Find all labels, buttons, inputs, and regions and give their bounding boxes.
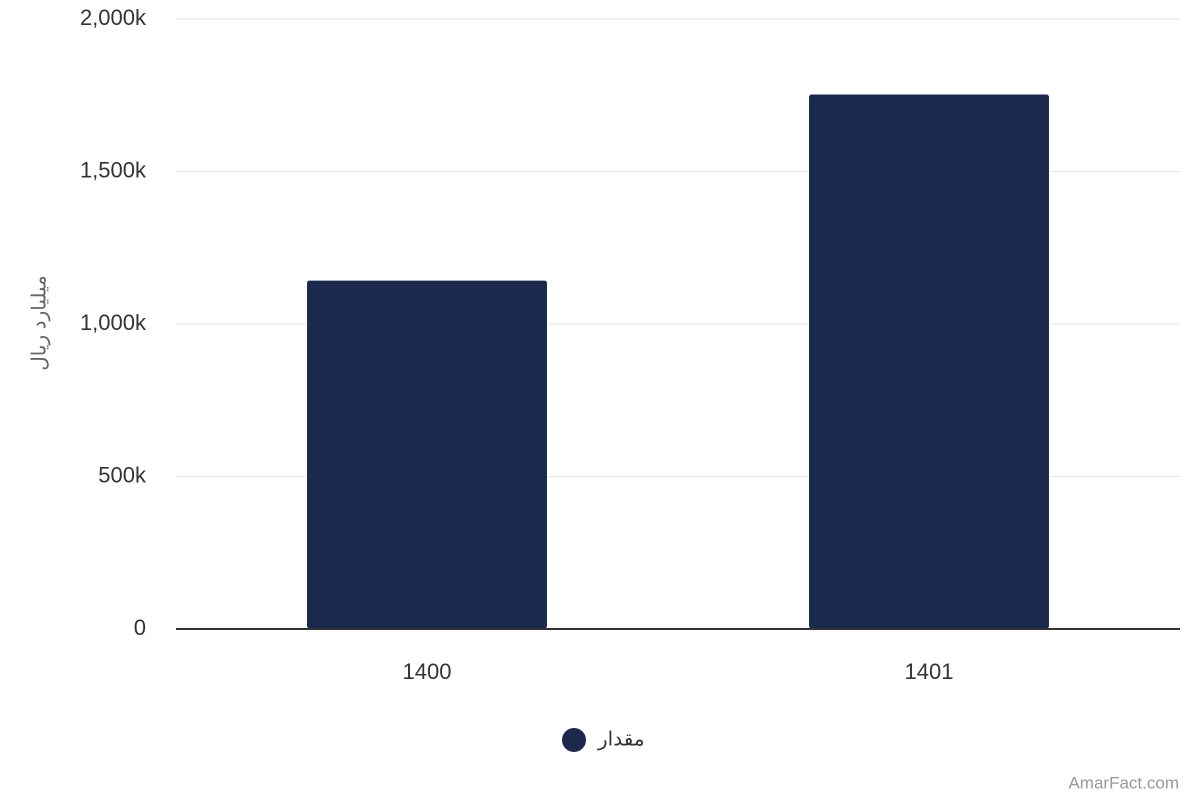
y-axis-label: میلیارد ریال <box>28 275 50 370</box>
legend-label[interactable]: مقدار <box>597 728 645 750</box>
y-tick-label: 1,500k <box>80 157 147 182</box>
y-tick-label: 2,000k <box>80 5 147 30</box>
legend-marker <box>562 728 586 752</box>
credit: AmarFact.com <box>1068 773 1179 792</box>
bar <box>808 93 1050 630</box>
bar <box>306 279 548 630</box>
x-tick-label: 1400 <box>403 659 452 684</box>
y-tick-label: 500k <box>98 462 147 487</box>
y-tick-label: 0 <box>134 615 146 640</box>
x-tick-label: 1401 <box>905 659 954 684</box>
y-tick-label: 1,000k <box>80 310 147 335</box>
